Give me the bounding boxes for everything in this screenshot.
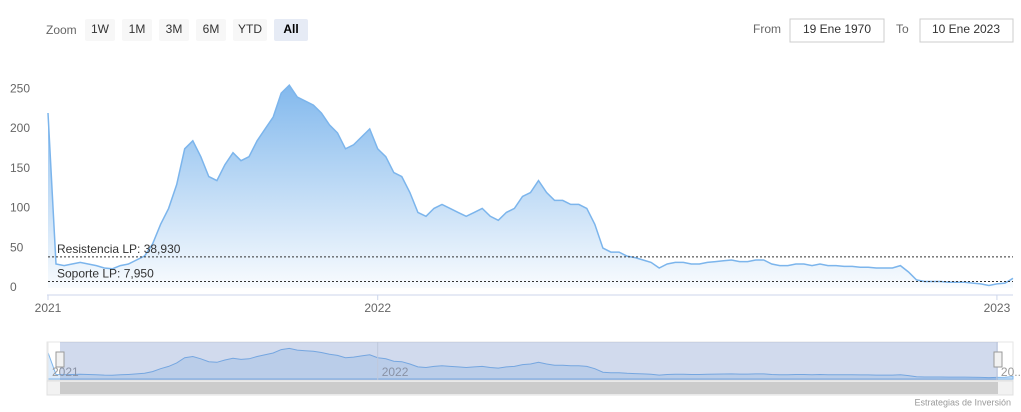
navigator-label: 2022 bbox=[382, 365, 409, 379]
to-input[interactable] bbox=[919, 18, 1014, 43]
navigator-handle[interactable] bbox=[993, 351, 1003, 368]
zoom-button-label[interactable]: All bbox=[283, 22, 298, 36]
y-tick-label: 150 bbox=[10, 161, 30, 175]
zoom-button[interactable] bbox=[233, 19, 267, 41]
navigator-label: 20... bbox=[1001, 365, 1021, 379]
plot-line-label: Resistencia LP: 38,930 bbox=[57, 242, 181, 256]
zoom-button[interactable] bbox=[85, 19, 115, 41]
x-tick-label: 2022 bbox=[364, 301, 391, 315]
from-label: From bbox=[753, 22, 781, 36]
zoom-label: Zoom bbox=[46, 23, 77, 37]
credit: Estrategias de Inversión bbox=[914, 397, 1011, 407]
navigator-handle[interactable] bbox=[55, 351, 65, 368]
zoom-button[interactable] bbox=[274, 19, 308, 41]
y-tick-label: 200 bbox=[10, 121, 30, 135]
zoom-button-label[interactable]: 1W bbox=[91, 22, 110, 36]
x-tick-label: 2023 bbox=[984, 301, 1011, 315]
zoom-button[interactable] bbox=[159, 19, 189, 41]
area-line bbox=[47, 84, 1014, 287]
zoom-button[interactable] bbox=[122, 19, 152, 41]
navigator-area bbox=[47, 347, 1014, 380]
area-fill bbox=[48, 85, 1013, 288]
from-value[interactable]: 19 Ene 1970 bbox=[803, 22, 871, 36]
zoom-button-label[interactable]: 6M bbox=[203, 22, 220, 36]
x-tick-label: 2021 bbox=[35, 301, 62, 315]
y-tick-label: 0 bbox=[10, 280, 17, 294]
zoom-button-label[interactable]: 1M bbox=[129, 22, 146, 36]
zoom-button-label[interactable]: 3M bbox=[166, 22, 183, 36]
zoom-button[interactable] bbox=[196, 19, 226, 41]
from-input[interactable] bbox=[789, 18, 885, 43]
plot-line-label: Soporte LP: 7,950 bbox=[57, 267, 154, 281]
scrollbar-thumb[interactable] bbox=[60, 382, 998, 394]
navigator-mask bbox=[60, 342, 998, 380]
to-value[interactable]: 10 Ene 2023 bbox=[932, 22, 1000, 36]
zoom-button-label[interactable]: YTD bbox=[238, 22, 262, 36]
to-label: To bbox=[896, 22, 909, 36]
y-tick-label: 100 bbox=[10, 201, 30, 215]
y-tick-label: 250 bbox=[10, 81, 30, 95]
navigator-label: 2021 bbox=[52, 365, 79, 379]
navigator[interactable] bbox=[46, 341, 1014, 381]
y-tick-label: 50 bbox=[10, 240, 24, 254]
